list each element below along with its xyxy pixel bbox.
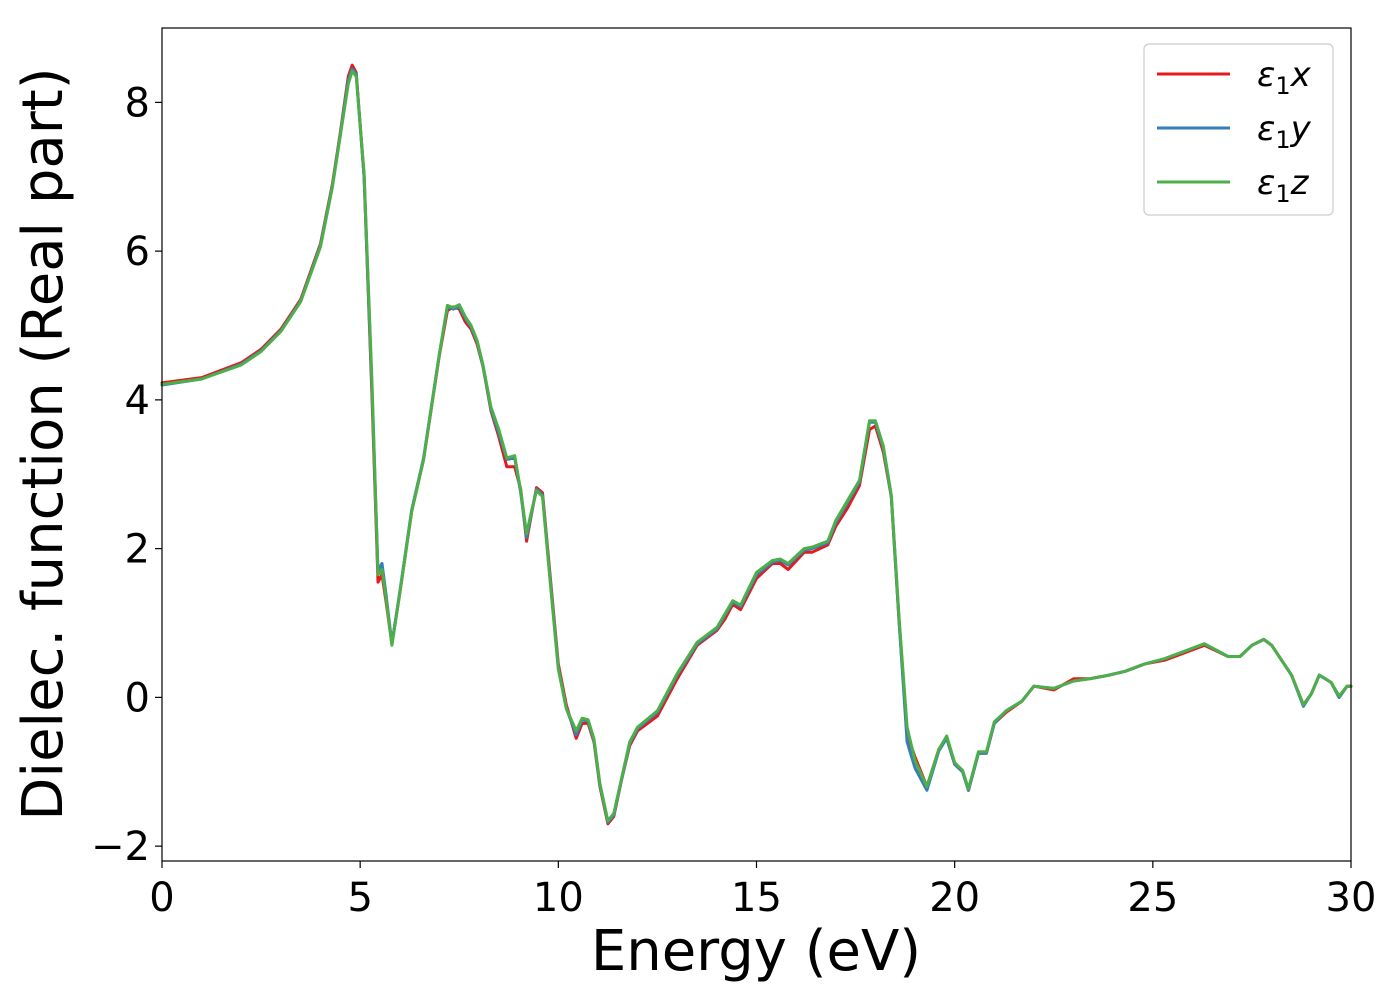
y-tick-label: 2	[125, 527, 150, 573]
x-tick-label: 10	[533, 875, 584, 921]
x-tick-label: 0	[149, 875, 174, 921]
y-ticks: −2 0 2 4 6 8	[91, 80, 162, 870]
x-axis-label: Energy (eV)	[591, 919, 921, 984]
y-axis-label: Dielec. function (Real part)	[11, 67, 76, 820]
x-tick-label: 20	[929, 875, 980, 921]
y-tick-label: −2	[91, 824, 150, 870]
legend-entry-y: ε1y	[1157, 109, 1312, 154]
plot-lines	[160, 63, 1353, 826]
x-tick-label: 15	[731, 875, 782, 921]
legend-label: ε1y	[1257, 109, 1312, 154]
y-tick-label: 4	[125, 378, 150, 424]
legend-entry-z: ε1z	[1157, 163, 1310, 208]
x-tick-label: 5	[347, 875, 372, 921]
legend-frame	[1143, 43, 1334, 216]
legend-label: ε1x	[1257, 55, 1312, 100]
legend-entries: ε1x ε1y ε1z	[1157, 55, 1312, 208]
y-tick-label: 0	[125, 675, 150, 721]
x-tick-label: 30	[1326, 875, 1377, 921]
legend-entry-x: ε1x	[1157, 55, 1312, 100]
legend-label: ε1z	[1257, 163, 1310, 208]
x-tick-label: 25	[1127, 875, 1178, 921]
legend: ε1x ε1y ε1z	[1143, 43, 1334, 216]
x-ticks: 0 5 10 15 20 25 30	[149, 861, 1376, 921]
y-tick-label: 6	[125, 229, 150, 275]
y-tick-label: 8	[125, 80, 150, 126]
series-line-z	[160, 69, 1353, 823]
